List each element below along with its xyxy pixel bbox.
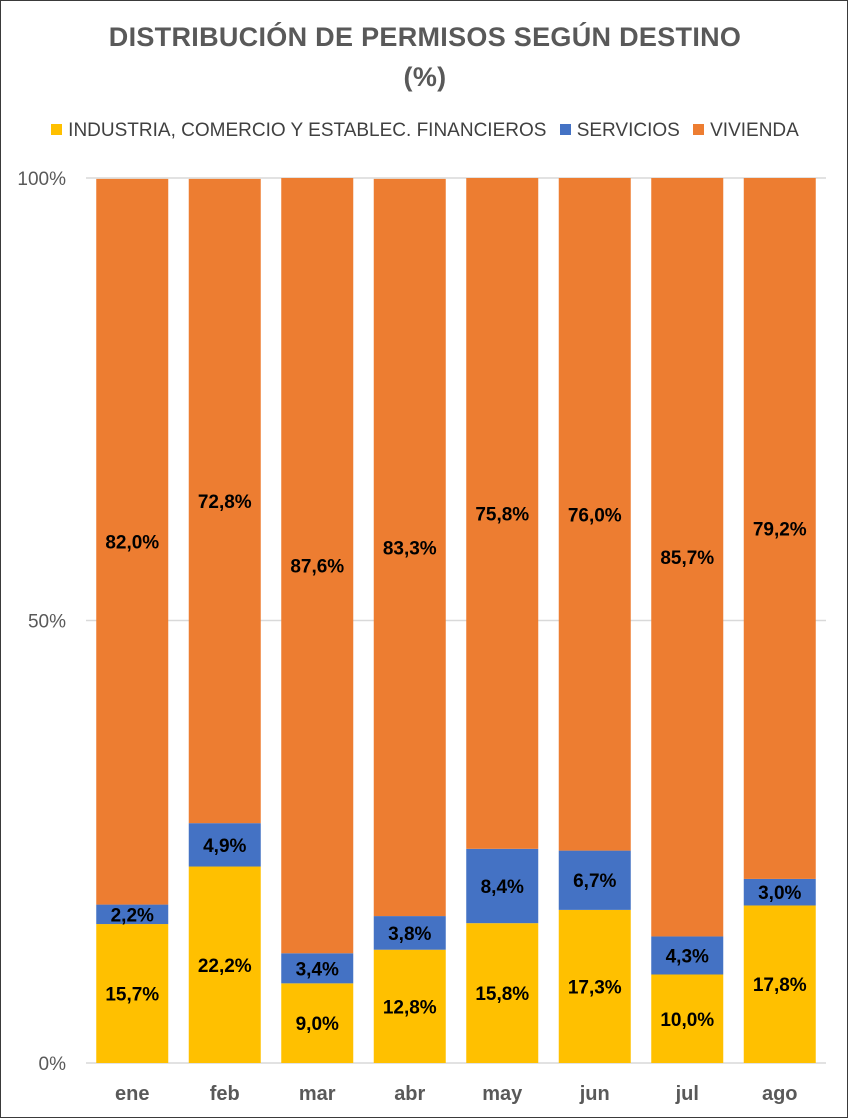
data-labels: 15,7% 2,2% 82,0% 22,2% 4,9% 72,8% 9,0% 3,4% 87,6…	[105, 492, 806, 1035]
data-label-vivienda-feb: 72,8%	[198, 492, 252, 513]
bars	[96, 178, 816, 1063]
legend-item-servicios: SERVICIOS	[559, 120, 680, 142]
bar-servicios-feb	[188, 823, 261, 867]
data-label-servicios-jun: 6,7%	[573, 871, 616, 892]
data-label-servicios-mar: 3,4%	[296, 959, 339, 980]
x-tick-label-feb: feb	[210, 1083, 240, 1105]
bar-vivienda-feb	[188, 178, 261, 824]
bar-industria-ago	[743, 905, 816, 1063]
data-label-vivienda-ene: 82,0%	[105, 533, 159, 554]
legend-item-vivienda: VIVIENDA	[693, 120, 799, 142]
data-label-industria-may: 15,8%	[475, 984, 529, 1005]
data-label-industria-feb: 22,2%	[198, 956, 252, 977]
bar-industria-jul	[651, 974, 724, 1063]
bar-industria-may	[466, 923, 539, 1063]
x-tick-label-may: may	[482, 1083, 523, 1105]
x-axis-ticks: ene feb mar abr may jun jul ago	[115, 1083, 798, 1105]
x-tick-label-abr: abr	[394, 1083, 425, 1105]
legend-swatch-servicios	[559, 124, 571, 135]
x-tick-label-mar: mar	[299, 1083, 336, 1105]
chart-title-unit: (%)	[403, 62, 447, 92]
data-label-servicios-feb: 4,9%	[203, 836, 246, 857]
x-tick-label-ago: ago	[762, 1083, 798, 1105]
data-label-vivienda-may: 75,8%	[475, 504, 529, 525]
bar-industria-ene	[96, 924, 169, 1063]
data-label-vivienda-abr: 83,3%	[383, 538, 437, 559]
bar-industria-abr	[373, 949, 446, 1063]
data-label-servicios-jul: 4,3%	[666, 946, 709, 967]
bar-servicios-jul	[651, 936, 724, 975]
legend-label-industria: INDUSTRIA, COMERCIO Y ESTABLEC. FINANCIE…	[68, 120, 547, 141]
bar-industria-jun	[558, 909, 631, 1063]
data-label-vivienda-mar: 87,6%	[290, 557, 344, 578]
legend-swatch-vivienda	[693, 124, 705, 135]
x-tick-label-jun: jun	[579, 1083, 610, 1105]
bar-vivienda-ago	[743, 178, 816, 879]
data-label-servicios-ene: 2,2%	[111, 905, 154, 926]
bar-industria-mar	[281, 983, 354, 1063]
x-tick-label-jul: jul	[675, 1083, 699, 1105]
bar-servicios-jun	[558, 850, 631, 910]
bar-vivienda-jun	[558, 178, 631, 851]
bar-vivienda-ene	[96, 178, 169, 905]
data-label-industria-ago: 17,8%	[753, 975, 807, 996]
chart-title: DISTRIBUCIÓN DE PERMISOS SEGÚN DESTINO	[108, 22, 742, 52]
data-label-vivienda-jun: 76,0%	[568, 505, 622, 526]
bar-vivienda-may	[466, 178, 539, 849]
x-tick-label-ene: ene	[115, 1083, 149, 1105]
y-tick-label: 50%	[28, 612, 66, 633]
data-label-vivienda-jul: 85,7%	[660, 548, 714, 569]
bar-servicios-mar	[281, 953, 354, 984]
bar-servicios-ene	[96, 904, 169, 925]
legend-label-vivienda: VIVIENDA	[710, 120, 799, 141]
data-label-industria-ene: 15,7%	[105, 985, 159, 1006]
legend-label-servicios: SERVICIOS	[576, 120, 680, 141]
data-label-industria-abr: 12,8%	[383, 997, 437, 1018]
chart-legend: INDUSTRIA, COMERCIO Y ESTABLEC. FINANCIE…	[0, 120, 850, 142]
data-label-servicios-ago: 3,0%	[758, 883, 801, 904]
bar-vivienda-mar	[281, 178, 354, 954]
data-label-servicios-abr: 3,8%	[388, 924, 431, 945]
legend-item-industria: INDUSTRIA, COMERCIO Y ESTABLEC. FINANCIE…	[51, 120, 546, 142]
bar-servicios-ago	[743, 878, 816, 906]
bar-servicios-abr	[373, 916, 446, 950]
y-axis-ticks: 0% 50% 100%	[17, 169, 66, 1075]
data-label-industria-jul: 10,0%	[660, 1010, 714, 1031]
data-label-vivienda-ago: 79,2%	[753, 519, 807, 540]
y-tick-label: 100%	[17, 169, 66, 190]
y-tick-label: 0%	[39, 1054, 67, 1075]
data-label-servicios-may: 8,4%	[481, 877, 524, 898]
bar-industria-feb	[188, 866, 261, 1063]
bar-vivienda-jul	[651, 178, 724, 937]
bar-vivienda-abr	[373, 178, 446, 917]
data-label-industria-jun: 17,3%	[568, 977, 622, 998]
data-label-industria-mar: 9,0%	[296, 1014, 339, 1035]
bar-servicios-may	[466, 848, 539, 924]
legend-swatch-industria	[51, 124, 63, 135]
